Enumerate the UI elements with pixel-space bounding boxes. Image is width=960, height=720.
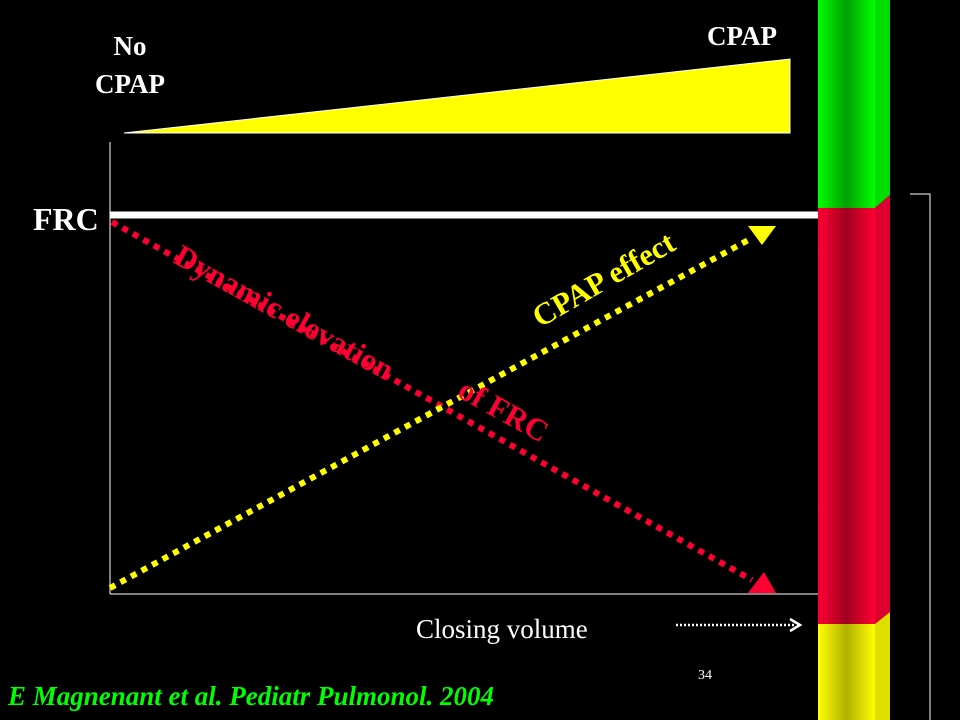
yellow-arrowhead bbox=[748, 226, 776, 245]
cpap-label: CPAP bbox=[707, 21, 777, 51]
dynamic-elevation-arrow bbox=[110, 219, 754, 583]
green-zone bbox=[818, 0, 875, 208]
bracket bbox=[910, 193, 931, 720]
dynamic-elevation-label: Dynamic elevation bbox=[169, 238, 401, 388]
yellow-zone bbox=[818, 624, 875, 720]
citation: E Magnenant et al. Pediatr Pulmonol. 200… bbox=[7, 681, 494, 711]
cpap-effect-arrow bbox=[108, 235, 754, 591]
yellow-zone-side bbox=[875, 612, 890, 720]
red-arrowhead bbox=[748, 572, 776, 593]
frc-label: FRC bbox=[33, 201, 99, 237]
no-cpap-label-line1: No bbox=[114, 31, 147, 61]
cpap-effect-label: CPAP effect bbox=[526, 224, 681, 334]
red-zone-side bbox=[875, 195, 890, 624]
cpap-wedge bbox=[123, 58, 791, 134]
red-zone bbox=[818, 208, 875, 624]
closing-volume-arrowhead bbox=[789, 617, 803, 633]
closing-volume-label: Closing volume bbox=[416, 614, 588, 644]
page-number: 34 bbox=[698, 668, 712, 683]
no-cpap-label-line2: CPAP bbox=[95, 69, 165, 99]
of-frc-label: of FRC bbox=[453, 372, 555, 450]
green-zone-side bbox=[875, 0, 890, 208]
